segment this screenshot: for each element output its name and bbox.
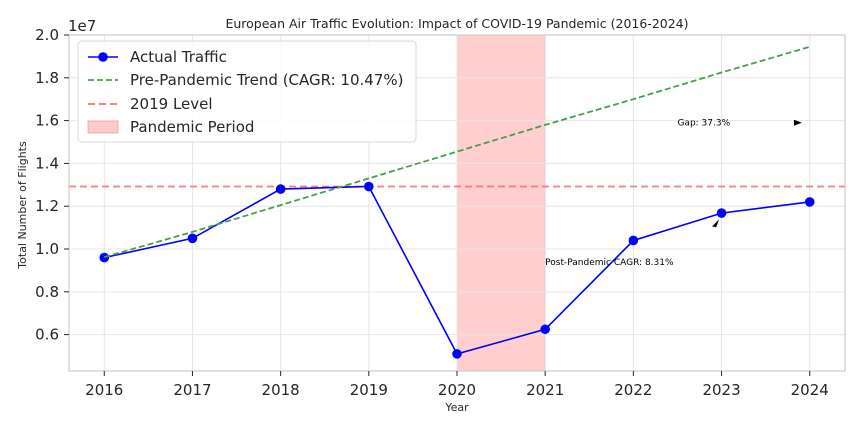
data-point bbox=[540, 324, 550, 335]
y-axis-label: Total Number of Flights bbox=[16, 141, 29, 270]
annotation-arrowhead bbox=[712, 219, 720, 228]
legend-entry-label: Pre-Pandemic Trend (CAGR: 10.47%) bbox=[130, 71, 403, 89]
legend-swatch-patch bbox=[87, 120, 119, 134]
x-tick-label: 2017 bbox=[173, 381, 211, 399]
y-axis-scale-label: 1e7 bbox=[68, 17, 96, 35]
shade-layer bbox=[456, 34, 546, 372]
x-tick-label: 2016 bbox=[85, 381, 123, 399]
data-layer bbox=[69, 45, 845, 359]
data-point bbox=[628, 235, 639, 246]
legend-entry-label: Pandemic Period bbox=[130, 118, 254, 136]
x-tick-label: 2019 bbox=[350, 381, 388, 399]
pandemic-period-region bbox=[456, 34, 546, 372]
data-point bbox=[99, 252, 110, 263]
axis-layer: 2016 2017 2018 2019 2020 2021 2022 2023 2024 0.6 0… bbox=[35, 26, 829, 399]
y-tick-label: 2.0 bbox=[35, 26, 59, 44]
data-point bbox=[716, 208, 727, 218]
y-tick-label: 0.8 bbox=[35, 283, 59, 301]
x-tick-label: 2020 bbox=[438, 381, 476, 399]
annotation-text: Post-Pandemic CAGR: 8.31% bbox=[545, 258, 674, 268]
legend-swatch-marker bbox=[98, 52, 108, 62]
x-tick-label: 2023 bbox=[702, 381, 740, 399]
series-line-trend bbox=[104, 45, 810, 258]
y-tick-label: 1.6 bbox=[35, 112, 59, 130]
y-tick-label: 1.2 bbox=[35, 197, 59, 215]
data-point bbox=[804, 197, 815, 207]
y-tick-label: 1.8 bbox=[35, 69, 59, 87]
x-axis-label: Year bbox=[444, 401, 469, 414]
y-tick-label: 1.4 bbox=[35, 154, 59, 172]
data-point bbox=[275, 184, 286, 194]
x-tick-label: 2018 bbox=[262, 381, 300, 399]
legend: Actual Traffic Pre-Pandemic Trend (CAGR: … bbox=[77, 40, 417, 143]
chart-title: European Air Traffic Evolution: Impact o… bbox=[225, 16, 688, 31]
x-tick-label: 2024 bbox=[791, 381, 829, 399]
x-tick-label: 2022 bbox=[614, 381, 652, 399]
legend-entry-label: 2019 Level bbox=[130, 95, 213, 113]
data-point bbox=[187, 233, 198, 244]
legend-box bbox=[77, 40, 417, 143]
data-point bbox=[452, 349, 462, 359]
data-point bbox=[364, 181, 374, 192]
y-tick-label: 0.6 bbox=[35, 326, 59, 344]
annotation-arrowhead bbox=[793, 119, 802, 126]
annotation-text: Gap: 37.3% bbox=[677, 119, 730, 129]
x-tick-label: 2021 bbox=[526, 381, 564, 399]
annotation-layer: Gap: 37.3% Post-Pandemic CAGR: 8.31% bbox=[545, 119, 802, 268]
y-tick-label: 1.0 bbox=[35, 240, 59, 258]
legend-entry-label: Actual Traffic bbox=[130, 48, 227, 66]
